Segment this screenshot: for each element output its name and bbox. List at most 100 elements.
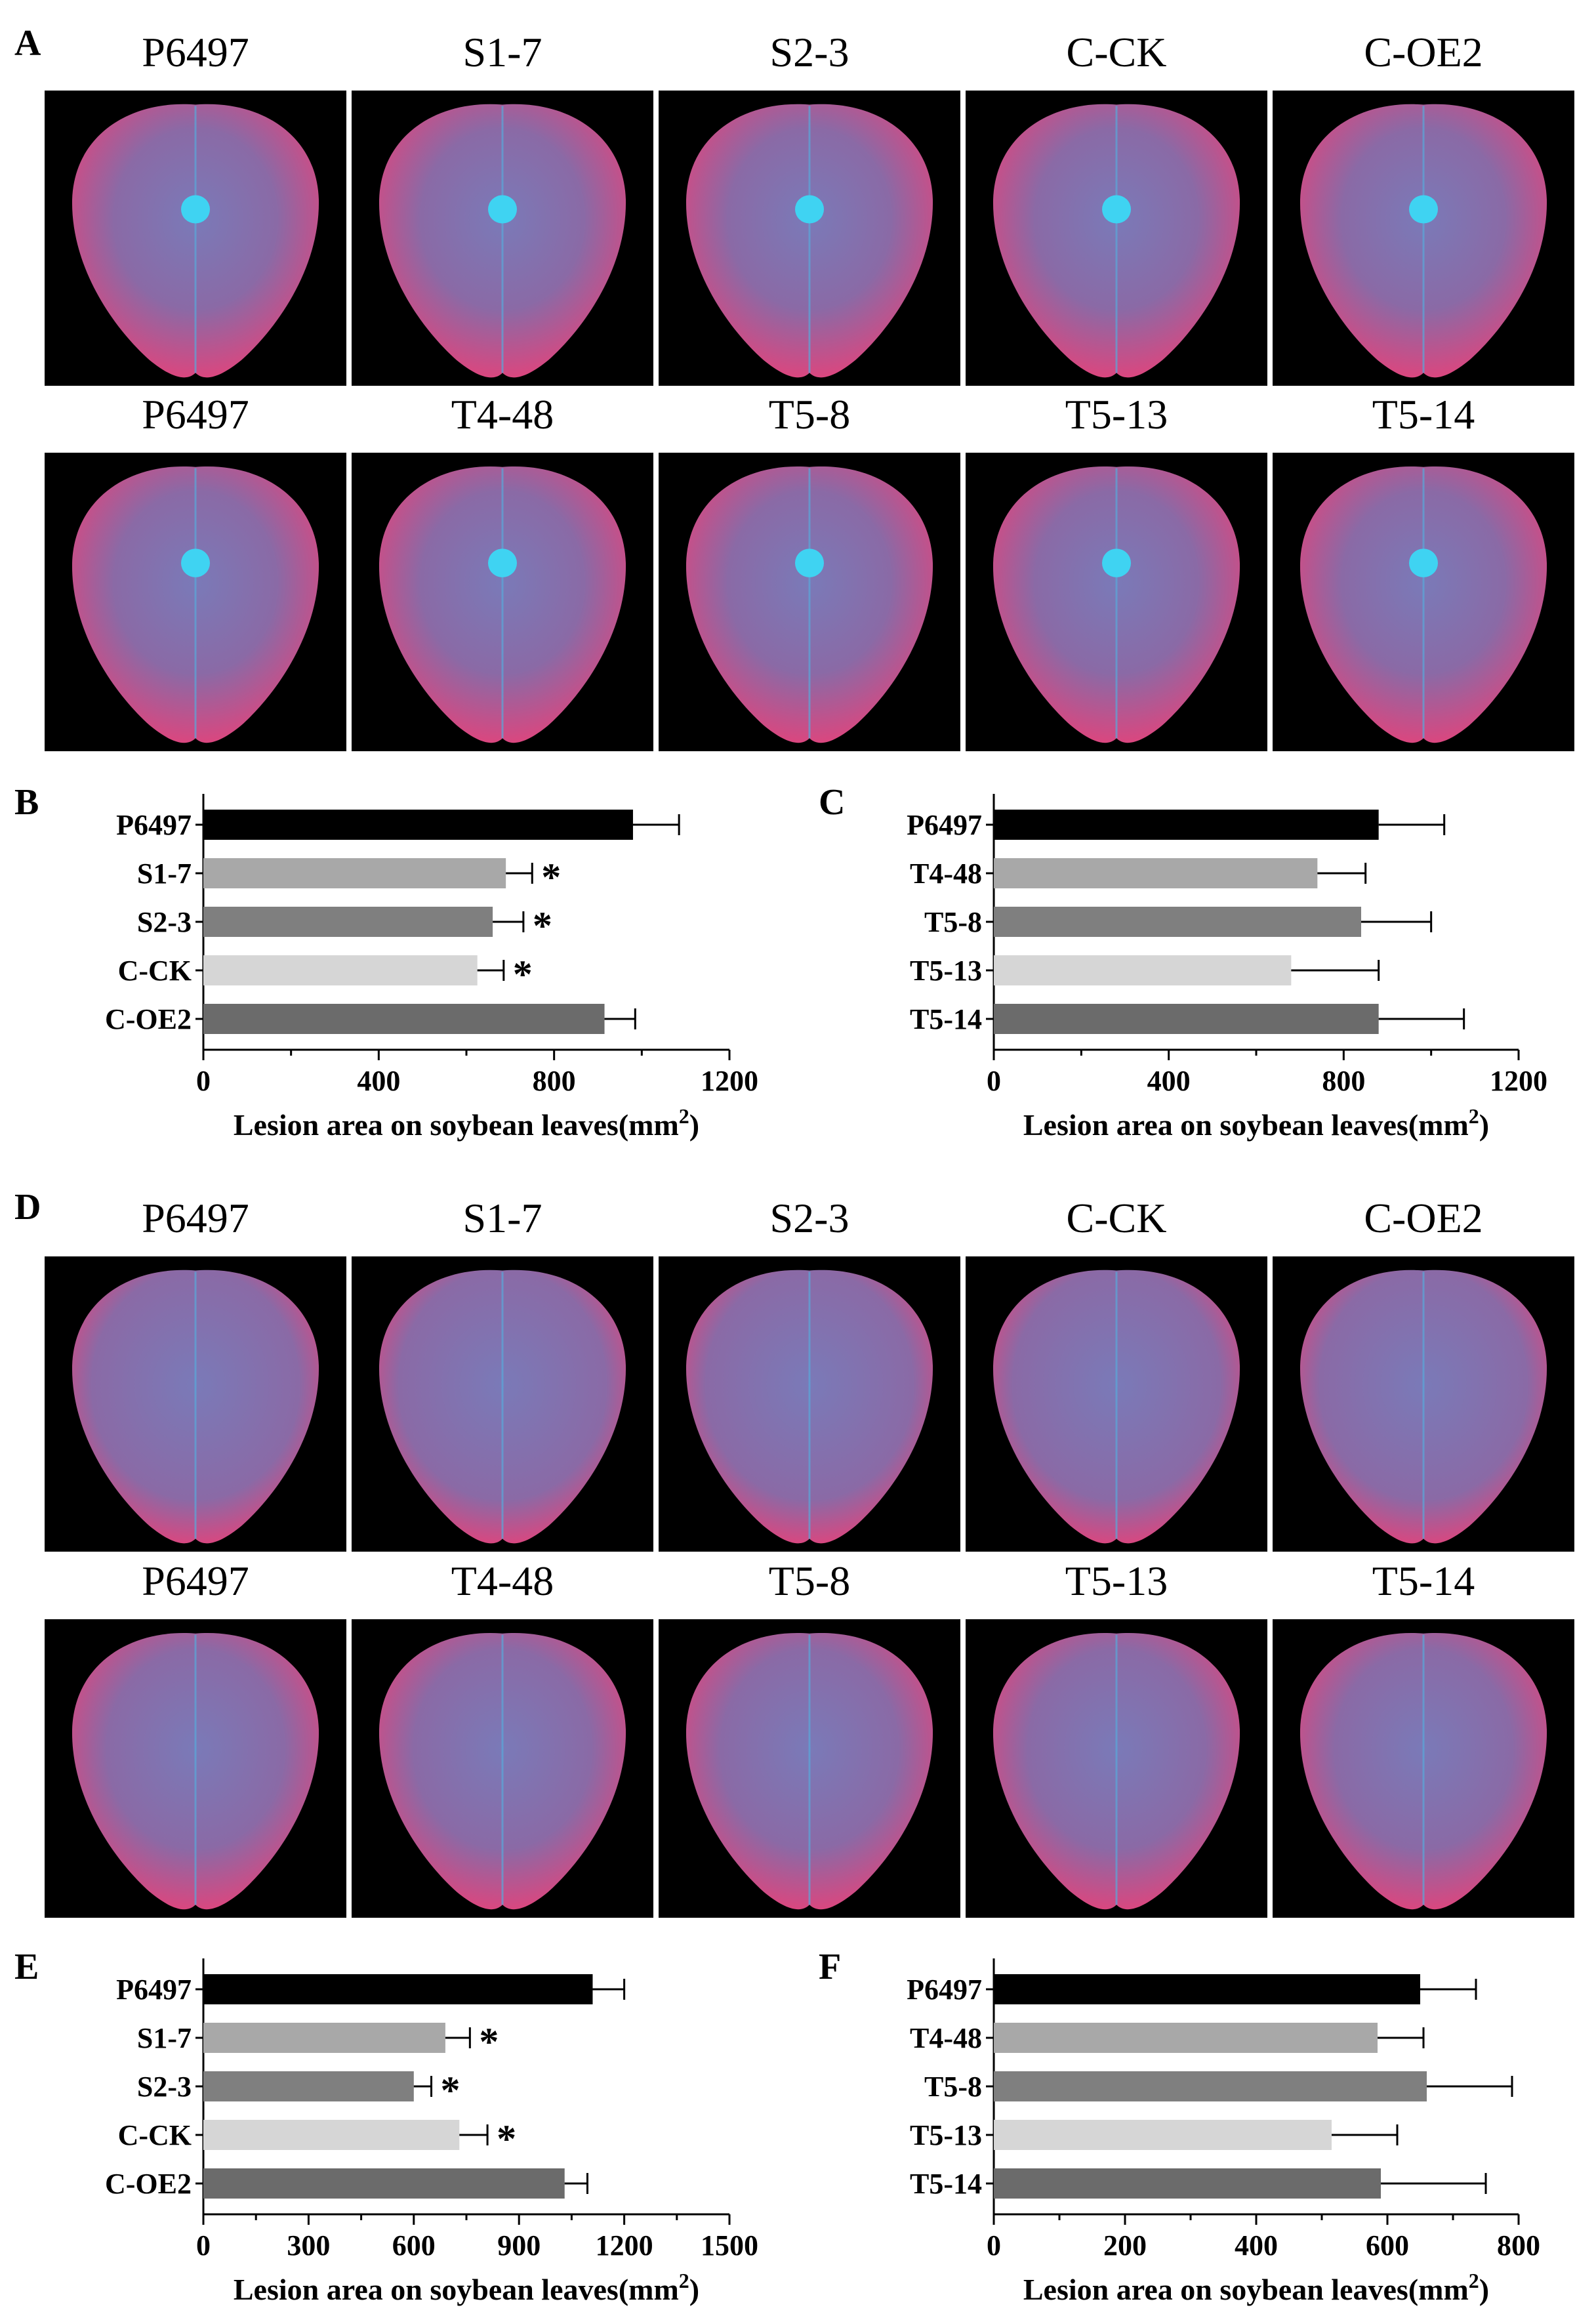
leaf-photo <box>1273 91 1574 386</box>
panel-letter-d: D <box>14 1187 41 1228</box>
bar <box>994 2071 1427 2101</box>
category-label: S2-3 <box>137 2071 192 2103</box>
category-label: P6497 <box>907 1974 982 2006</box>
leaf-photo <box>45 1256 346 1552</box>
bar <box>203 2120 460 2150</box>
x-tick-label: 400 <box>357 1065 400 1097</box>
image-row-d-bottom: P6497 T4-48 T5-8 T5-13 T5-14 <box>45 1560 1576 1918</box>
bar <box>994 2023 1378 2053</box>
category-label: C-OE2 <box>105 2168 192 2200</box>
leaf-label: T5-13 <box>1065 391 1168 438</box>
bar <box>994 2168 1381 2199</box>
leaf-label: T4-48 <box>451 391 554 438</box>
leaf-photo <box>659 453 960 751</box>
category-label: P6497 <box>116 809 192 841</box>
bar <box>994 858 1318 888</box>
inoculum-plug <box>1409 548 1438 577</box>
leaf-photo <box>966 1256 1267 1552</box>
leaf-photo <box>352 1256 653 1552</box>
category-label: T4-48 <box>910 2022 982 2054</box>
leaf-label: S1-7 <box>462 29 542 75</box>
x-tick-label: 800 <box>1322 1065 1365 1097</box>
x-tick-label: 400 <box>1235 2229 1278 2262</box>
significance-marker: * <box>479 2020 499 2063</box>
panel-letter-a: A <box>14 23 41 64</box>
bar <box>203 907 493 937</box>
panel-letter-b: B <box>14 782 39 823</box>
significance-marker: * <box>513 953 533 996</box>
leaf-photo <box>352 1619 653 1918</box>
bar <box>203 810 633 840</box>
inoculum-plug <box>795 195 824 224</box>
leaf-label: T5-8 <box>768 1558 851 1604</box>
significance-marker: * <box>533 904 552 947</box>
x-tick-label: 0 <box>987 2229 1001 2262</box>
x-tick-label: 600 <box>1366 2229 1409 2262</box>
bar <box>994 955 1292 985</box>
bar <box>203 955 478 985</box>
category-label: T4-48 <box>910 858 982 890</box>
image-row-a-bottom: P6497 T4-48 T5-8 T5-13 T5-14 <box>45 394 1576 751</box>
inoculum-plug <box>488 548 517 577</box>
leaf-label: T5-14 <box>1372 391 1475 438</box>
chart-f: P6497 T4-48 T5-8 T5-13 T5-14 0 200 400 600 800 Les… <box>797 1945 1584 2313</box>
bar <box>203 2023 445 2053</box>
leaf-label: P6497 <box>142 29 249 75</box>
leaf-label: T4-48 <box>451 1558 554 1604</box>
x-tick-label: 900 <box>497 2229 541 2262</box>
leaf-photo <box>659 1256 960 1552</box>
image-row-a-top: P6497 S1-7 S2-3 C-CK C-OE2 <box>45 31 1576 386</box>
significance-marker: * <box>541 856 561 899</box>
category-label: T5-8 <box>924 2071 982 2103</box>
bar <box>994 810 1379 840</box>
x-tick-label: 600 <box>392 2229 436 2262</box>
leaf-photo <box>1273 1619 1574 1918</box>
bar <box>203 2168 565 2199</box>
x-axis-label: Lesion area on soybean leaves(mm2) <box>1023 1104 1489 1142</box>
category-label: S1-7 <box>137 2022 192 2054</box>
x-axis-label: Lesion area on soybean leaves(mm2) <box>234 2269 699 2306</box>
category-label: T5-13 <box>910 955 982 987</box>
leaf-photo <box>1273 1256 1574 1552</box>
x-tick-label: 1200 <box>701 1065 758 1097</box>
leaf-photo <box>659 91 960 386</box>
category-label: C-CK <box>118 2119 192 2151</box>
leaf-label: T5-13 <box>1065 1558 1168 1604</box>
leaf-label: T5-14 <box>1372 1558 1475 1604</box>
inoculum-plug <box>181 195 210 224</box>
significance-marker: * <box>441 2069 460 2112</box>
x-axis-label: Lesion area on soybean leaves(mm2) <box>234 1104 699 1142</box>
chart-e: P6497 S1-7 * S2-3 * C-CK * C-OE2 0 300 600 900 1200 1… <box>0 1945 781 2313</box>
x-tick-label: 300 <box>287 2229 330 2262</box>
leaf-photo <box>45 1619 346 1918</box>
inoculum-plug <box>1409 195 1438 224</box>
leaf-photo <box>352 91 653 386</box>
leaf-label: C-OE2 <box>1364 29 1483 75</box>
x-tick-label: 1200 <box>1490 1065 1547 1097</box>
x-tick-label: 200 <box>1103 2229 1147 2262</box>
x-tick-label: 1500 <box>701 2229 758 2262</box>
bar <box>994 2120 1332 2150</box>
leaf-photo <box>966 91 1267 386</box>
x-tick-label: 1200 <box>596 2229 653 2262</box>
leaf-label: C-CK <box>1066 29 1167 75</box>
inoculum-plug <box>181 548 210 577</box>
category-label: C-CK <box>118 955 192 987</box>
leaf-label: S2-3 <box>769 1195 849 1241</box>
leaf-photo <box>659 1619 960 1918</box>
category-label: P6497 <box>907 809 982 841</box>
category-label: S1-7 <box>137 858 192 890</box>
panel-letter-c: C <box>819 782 846 823</box>
leaf-label: T5-8 <box>768 391 851 438</box>
leaf-label: C-CK <box>1066 1195 1167 1241</box>
category-label: T5-14 <box>910 1003 982 1035</box>
category-label: T5-8 <box>924 906 982 938</box>
inoculum-plug <box>488 195 517 224</box>
bar <box>203 1004 605 1034</box>
leaf-photo <box>45 91 346 386</box>
bar <box>203 858 506 888</box>
leaf-label: P6497 <box>142 391 249 438</box>
x-tick-label: 0 <box>987 1065 1001 1097</box>
leaf-photo <box>45 453 346 751</box>
inoculum-plug <box>795 548 824 577</box>
